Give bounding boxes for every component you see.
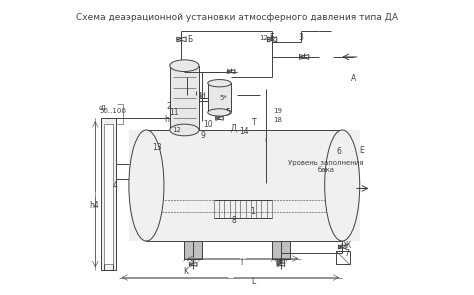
Ellipse shape [170, 124, 199, 136]
Ellipse shape [208, 80, 231, 87]
Ellipse shape [170, 60, 199, 71]
Bar [337, 251, 349, 264]
Bar [129, 130, 146, 241]
Polygon shape [300, 55, 309, 59]
Text: L: L [251, 276, 255, 286]
Bar [342, 130, 360, 241]
Polygon shape [191, 93, 201, 97]
Text: 7: 7 [345, 249, 350, 258]
Polygon shape [262, 140, 270, 144]
Polygon shape [300, 55, 309, 59]
Polygon shape [177, 37, 186, 42]
Text: h: h [164, 115, 169, 124]
Text: 5*: 5* [219, 95, 227, 101]
Text: 12: 12 [173, 127, 182, 133]
Polygon shape [277, 262, 285, 266]
Polygon shape [277, 260, 285, 263]
Text: Схема деаэрационной установки атмосферного давления типа ДА: Схема деаэрационной установки атмосферно… [76, 13, 398, 22]
Polygon shape [277, 260, 284, 263]
Bar [208, 83, 231, 112]
Text: E: E [360, 146, 365, 155]
Polygon shape [228, 70, 235, 73]
Polygon shape [190, 262, 197, 266]
Text: 6: 6 [337, 147, 342, 155]
Text: 19: 19 [273, 108, 282, 114]
Polygon shape [216, 117, 223, 120]
Text: 13: 13 [152, 143, 162, 152]
Bar [101, 118, 116, 270]
Polygon shape [277, 263, 284, 266]
Polygon shape [177, 37, 186, 42]
Bar [104, 124, 113, 264]
Bar [272, 241, 290, 258]
Text: 5: 5 [226, 108, 231, 117]
Text: 8: 8 [232, 216, 237, 225]
Text: d1: d1 [99, 105, 108, 111]
Text: Б: Б [188, 35, 193, 44]
Text: Б: Б [270, 33, 274, 42]
Text: 2: 2 [167, 102, 172, 111]
Text: 11: 11 [169, 108, 178, 117]
Polygon shape [267, 37, 277, 42]
Polygon shape [267, 37, 277, 42]
Text: 1: 1 [251, 207, 255, 216]
Bar [184, 241, 202, 258]
Polygon shape [338, 245, 346, 249]
Text: d: d [201, 92, 206, 101]
Polygon shape [216, 117, 223, 120]
Text: 9: 9 [201, 131, 206, 140]
Text: 12: 12 [259, 35, 268, 41]
Text: h4: h4 [89, 201, 99, 210]
Bar [146, 130, 342, 241]
Ellipse shape [325, 130, 360, 241]
Polygon shape [228, 70, 235, 73]
Polygon shape [338, 245, 346, 249]
Polygon shape [191, 93, 201, 97]
Text: 3: 3 [299, 33, 304, 42]
Text: Уровень заполнения
бака: Уровень заполнения бака [288, 160, 364, 173]
Text: A: A [351, 74, 356, 83]
Ellipse shape [129, 130, 164, 241]
Polygon shape [262, 140, 270, 144]
Text: Т: Т [252, 118, 256, 127]
Polygon shape [332, 186, 341, 191]
Text: l: l [240, 258, 243, 267]
Text: 10: 10 [203, 119, 213, 129]
Text: 14: 14 [239, 127, 249, 136]
Text: K: K [183, 267, 188, 276]
Ellipse shape [208, 109, 231, 116]
Text: 50..100: 50..100 [100, 108, 126, 114]
Text: 18: 18 [273, 117, 282, 123]
Text: 4: 4 [112, 181, 117, 190]
Text: Д: Д [231, 124, 237, 133]
Polygon shape [189, 263, 197, 266]
Polygon shape [332, 186, 341, 191]
Text: Ж: Ж [342, 241, 351, 250]
Bar [170, 66, 199, 130]
